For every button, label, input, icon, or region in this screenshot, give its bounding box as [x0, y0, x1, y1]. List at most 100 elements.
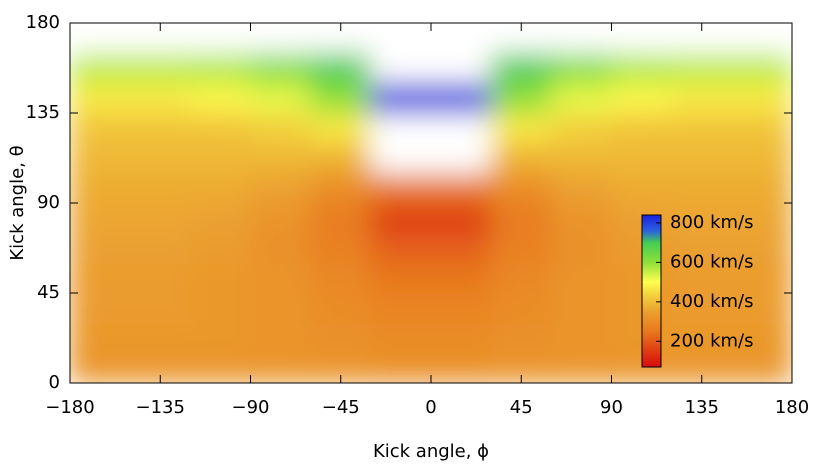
heat-cell	[250, 52, 312, 84]
heat-cell	[310, 202, 372, 234]
heat-cell	[310, 292, 372, 324]
heat-cell	[310, 112, 372, 144]
heat-cell	[189, 112, 251, 144]
heat-cell	[310, 82, 372, 114]
heat-cell	[310, 52, 372, 84]
heat-cell	[611, 23, 673, 54]
heat-cell	[250, 23, 312, 54]
heat-cell	[430, 202, 492, 234]
heat-cell	[310, 172, 372, 204]
heat-cell	[430, 262, 492, 294]
heat-cell	[671, 172, 733, 204]
x-tick-label: −45	[322, 397, 360, 418]
heat-cell	[731, 322, 792, 354]
heat-cell	[430, 112, 492, 144]
heat-cell	[430, 352, 492, 383]
heat-cell	[490, 142, 552, 174]
heat-cell	[250, 352, 312, 383]
heat-cell	[70, 262, 131, 294]
heat-cell	[189, 23, 251, 54]
heat-cell	[671, 112, 733, 144]
heat-cell	[370, 112, 432, 144]
heat-cell	[310, 232, 372, 264]
heat-cell	[189, 142, 251, 174]
heat-cell	[250, 112, 312, 144]
heat-cell	[250, 232, 312, 264]
heat-cell	[430, 142, 492, 174]
heat-cell	[671, 82, 733, 114]
heat-cell	[129, 262, 191, 294]
heat-cell	[370, 232, 432, 264]
colorbar-label: 600 km/s	[670, 251, 753, 272]
heat-cell	[129, 172, 191, 204]
heat-cell	[70, 112, 131, 144]
heat-cell	[550, 82, 612, 114]
heat-cell	[70, 23, 131, 54]
heat-cell	[550, 52, 612, 84]
heat-cell	[550, 352, 612, 383]
heat-cell	[129, 112, 191, 144]
heat-cell	[490, 322, 552, 354]
y-tick-label: 90	[37, 192, 60, 213]
heat-cell	[370, 23, 432, 54]
x-tick-label: 135	[685, 397, 719, 418]
heat-cell	[430, 232, 492, 264]
heat-cell	[129, 142, 191, 174]
heat-cell	[310, 142, 372, 174]
colorbar-label: 400 km/s	[670, 291, 753, 312]
heat-cell	[671, 232, 733, 264]
heat-cell	[310, 322, 372, 354]
heat-cell	[370, 322, 432, 354]
heat-cell	[189, 52, 251, 84]
heat-cell	[550, 292, 612, 324]
heat-cell	[731, 232, 792, 264]
heat-cell	[490, 262, 552, 294]
heat-cell	[430, 322, 492, 354]
heat-cell	[550, 232, 612, 264]
heat-cell	[490, 112, 552, 144]
x-tick-label: −180	[45, 397, 94, 418]
heat-cell	[70, 172, 131, 204]
heat-cell	[189, 292, 251, 324]
heat-cell	[490, 292, 552, 324]
x-tick-label: 180	[775, 397, 809, 418]
heat-cell	[370, 352, 432, 383]
heat-cell	[671, 52, 733, 84]
heat-cell	[731, 52, 792, 84]
heat-cell	[671, 292, 733, 324]
heat-cell	[550, 112, 612, 144]
heat-cell	[70, 322, 131, 354]
heat-cell	[430, 172, 492, 204]
heat-cell	[731, 202, 792, 234]
colorbar-label: 800 km/s	[670, 212, 753, 233]
heat-cell	[430, 82, 492, 114]
heat-cell	[550, 322, 612, 354]
heat-cell	[70, 52, 131, 84]
heat-cell	[129, 292, 191, 324]
heat-cell	[250, 202, 312, 234]
x-axis-label: Kick angle, ϕ	[373, 441, 489, 462]
heat-cell	[490, 82, 552, 114]
heat-cell	[550, 202, 612, 234]
heat-cell	[731, 292, 792, 324]
heat-cell	[70, 352, 131, 383]
x-tick-label: 45	[510, 397, 533, 418]
heat-cell	[189, 82, 251, 114]
heat-cell	[250, 82, 312, 114]
heat-cell	[671, 142, 733, 174]
heat-cell	[490, 52, 552, 84]
heat-cell	[189, 172, 251, 204]
heat-cell	[430, 52, 492, 84]
heat-cell	[129, 82, 191, 114]
heat-cell	[490, 232, 552, 264]
heat-cell	[370, 292, 432, 324]
heat-cell	[671, 322, 733, 354]
heat-cell	[731, 172, 792, 204]
heat-cell	[490, 202, 552, 234]
heat-cell	[70, 232, 131, 264]
heat-cell	[731, 352, 792, 383]
heat-cell	[70, 202, 131, 234]
colorbar-label: 200 km/s	[670, 330, 753, 351]
heat-cell	[250, 322, 312, 354]
